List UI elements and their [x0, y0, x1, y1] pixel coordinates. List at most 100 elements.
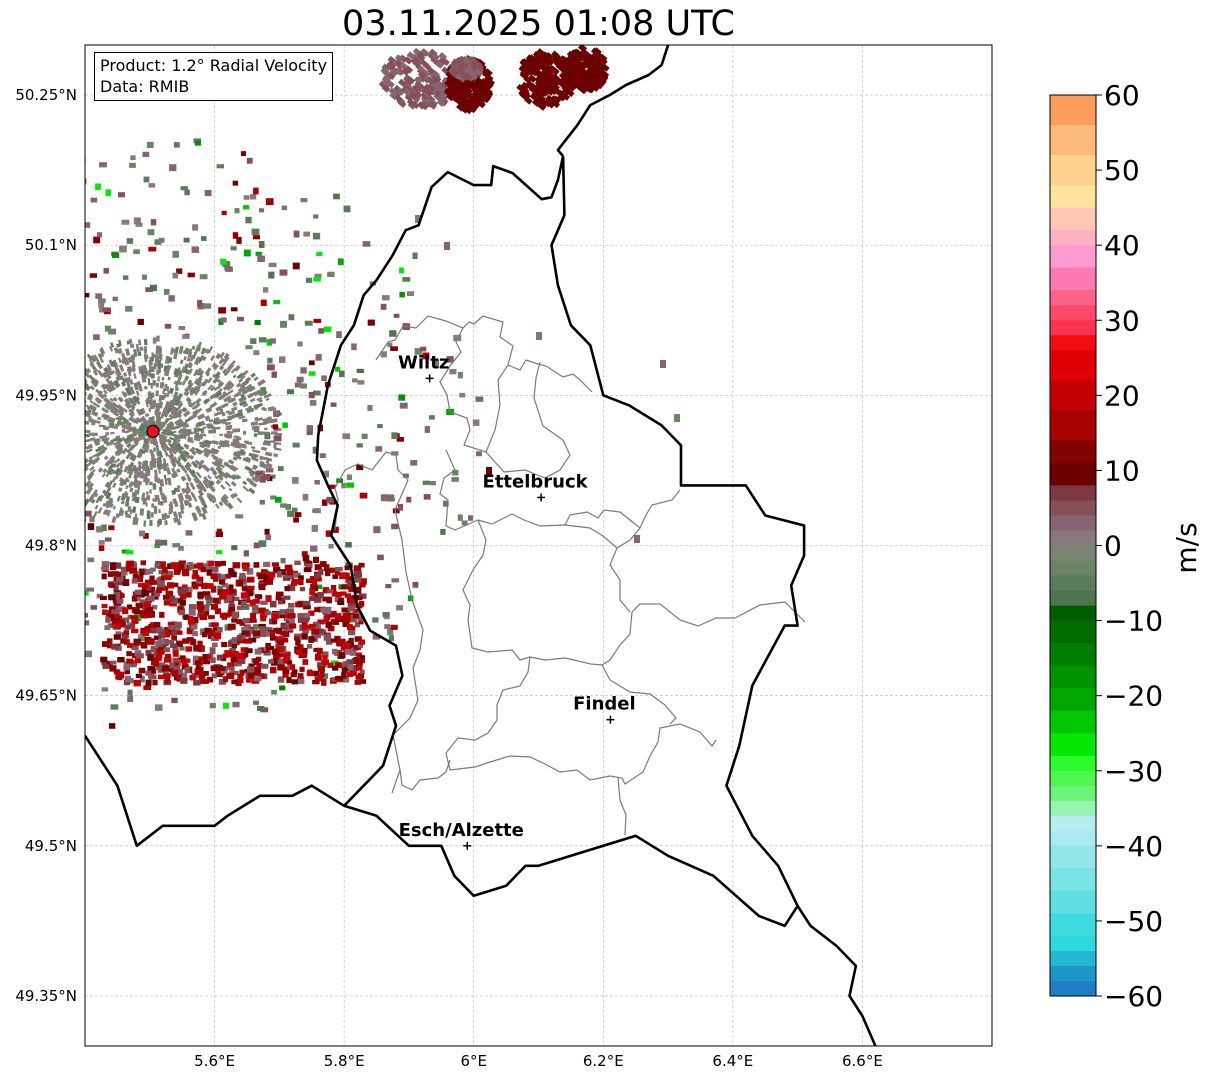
echo-pixel	[113, 611, 120, 619]
echo-pixel	[283, 651, 291, 657]
echo-pixel	[265, 397, 270, 401]
echo-pixel	[279, 269, 288, 276]
echo-pixel	[194, 658, 202, 666]
echo-pixel	[532, 54, 542, 63]
echo-pixel	[443, 500, 449, 507]
echo-pixel	[145, 569, 154, 575]
echo-pixel	[273, 441, 282, 445]
echo-pixel	[95, 183, 101, 190]
echo-pixel	[116, 599, 124, 604]
echo-pixel	[248, 637, 257, 643]
echo-pixel	[107, 384, 113, 390]
echo-pixel	[453, 334, 462, 342]
echo-pixel	[97, 467, 104, 473]
echo-pixel	[223, 702, 229, 709]
echo-pixel	[241, 418, 248, 423]
echo-pixel	[267, 357, 273, 364]
echo-pixel	[172, 543, 180, 548]
echo-pixel	[459, 392, 466, 398]
echo-pixel	[259, 455, 265, 459]
echo-pixel	[277, 664, 285, 671]
echo-pixel	[23, 421, 31, 424]
echo-pixel	[156, 628, 165, 634]
echo-pixel	[248, 663, 255, 668]
echo-pixel	[244, 638, 252, 644]
echo-pixel	[185, 429, 189, 432]
echo-pixel	[174, 630, 183, 635]
echo-pixel	[216, 550, 223, 555]
echo-pixel	[381, 84, 391, 93]
echo-pixel	[243, 205, 250, 210]
echo-pixel	[253, 376, 259, 382]
echo-pixel	[209, 386, 216, 392]
echo-pixel	[157, 411, 162, 416]
echo-pixel	[306, 670, 315, 676]
echo-pixel	[85, 650, 93, 658]
echo-pixel	[384, 624, 391, 629]
echo-pixel	[123, 447, 129, 453]
echo-pixel	[215, 405, 223, 412]
echo-pixel	[151, 357, 154, 362]
echo-pixel	[561, 87, 570, 97]
echo-pixel	[204, 189, 212, 197]
echo-pixel	[250, 446, 256, 450]
echo-pixel	[254, 406, 259, 411]
colorbar-tick-label: 40	[1104, 229, 1140, 262]
echo-pixel	[230, 465, 237, 472]
border-germany_france	[796, 905, 877, 1046]
echo-pixel	[342, 661, 348, 667]
echo-pixel	[335, 676, 343, 681]
echo-pixel	[164, 385, 170, 392]
echo-pixel	[246, 568, 254, 575]
echo-pixel	[126, 442, 132, 449]
echo-pixel	[292, 572, 301, 578]
echo-pixel	[211, 622, 219, 627]
echo-pixel	[179, 464, 186, 472]
echo-pixel	[231, 611, 239, 619]
echo-pixel	[231, 679, 238, 685]
echo-pixel	[162, 428, 168, 433]
echo-pixel	[240, 151, 246, 157]
echo-pixel	[107, 440, 115, 447]
echo-pixel	[297, 613, 305, 618]
echo-pixel	[198, 374, 204, 380]
echo-pixel	[146, 595, 155, 602]
echo-pixel	[133, 609, 141, 615]
echo-pixel	[171, 635, 178, 641]
echo-pixel	[464, 72, 473, 82]
echo-pixel	[246, 407, 255, 414]
echo-pixel	[195, 656, 203, 662]
echo-pixel	[150, 645, 156, 653]
echo-pixel	[354, 577, 362, 583]
echo-pixel	[230, 493, 236, 499]
echo-pixel	[143, 460, 149, 467]
echo-pixel	[131, 628, 139, 634]
echo-pixel	[85, 414, 86, 419]
echo-pixel	[91, 410, 99, 417]
echo-pixel	[438, 56, 448, 65]
echo-pixel	[549, 86, 558, 96]
echo-pixel	[268, 262, 277, 268]
echo-pixel	[283, 595, 291, 600]
echo-pixel	[135, 673, 142, 679]
echo-pixel	[265, 198, 274, 206]
colorbar-tick-label: −30	[1104, 755, 1163, 788]
echo-pixel	[308, 596, 316, 602]
echo-pixel	[103, 490, 110, 497]
echo-pixel	[106, 641, 113, 649]
echo-pixel	[205, 600, 212, 606]
echo-pixel	[220, 471, 229, 479]
echo-pixel	[186, 349, 191, 354]
echo-pixel	[89, 354, 97, 363]
echo-pixel	[253, 187, 259, 195]
echo-pixel	[71, 424, 76, 427]
echo-pixel	[247, 672, 255, 680]
echo-pixel	[165, 466, 172, 475]
echo-pixel	[153, 621, 161, 628]
echo-pixel	[105, 378, 112, 386]
echo-pixel	[402, 277, 411, 282]
echo-pixel	[359, 679, 367, 684]
echo-pixel	[97, 416, 102, 421]
echo-pixel	[150, 628, 158, 633]
echo-pixel	[92, 370, 99, 376]
